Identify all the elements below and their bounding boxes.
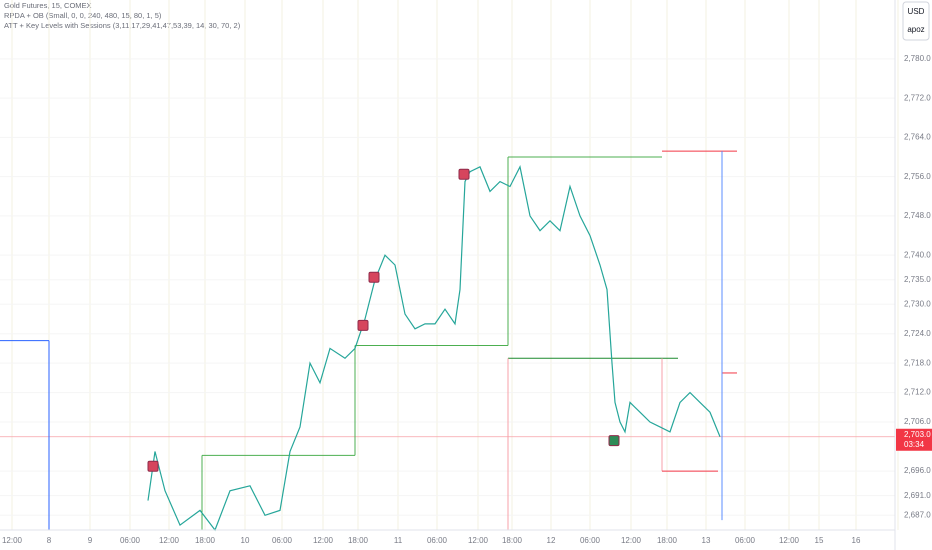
x-tick-label: 15 xyxy=(815,536,824,545)
x-tick-label: 12 xyxy=(547,536,556,545)
y-tick-label: 2,712.0 xyxy=(904,388,931,397)
indicator-label: RPDA + OB (Small, 0, 0, 240, 480, 15, 80… xyxy=(4,11,162,20)
x-tick-label: 13 xyxy=(702,536,711,545)
y-tick-label: 2,780.0 xyxy=(904,54,931,63)
x-tick-label: 06:00 xyxy=(735,536,756,545)
y-tick-label: 2,764.0 xyxy=(904,133,931,142)
signal-marker xyxy=(147,460,159,472)
x-tick-label: 06:00 xyxy=(580,536,601,545)
x-tick-label: 16 xyxy=(852,536,861,545)
signal-marker xyxy=(357,319,369,331)
x-tick-label: 12:00 xyxy=(779,536,800,545)
y-tick-label: 2,687.0 xyxy=(904,510,931,519)
currency[interactable]: USD xyxy=(908,7,925,16)
x-tick-label: 9 xyxy=(88,536,93,545)
x-tick-label: 06:00 xyxy=(272,536,293,545)
last-price-badge xyxy=(896,428,932,451)
price-line xyxy=(147,165,721,532)
x-tick-label: 12:00 xyxy=(2,536,23,545)
y-tick-label: 2,730.0 xyxy=(904,299,931,308)
signal-marker xyxy=(458,168,470,180)
y-tick-label: 2,735.0 xyxy=(904,275,931,284)
x-tick-label: 18:00 xyxy=(502,536,523,545)
y-tick-label: 2,724.0 xyxy=(904,329,931,338)
y-tick-label: 2,696.0 xyxy=(904,466,931,475)
x-tick-label: 18:00 xyxy=(348,536,369,545)
x-tick-label: 18:00 xyxy=(195,536,216,545)
countdown: 03:34 xyxy=(904,440,925,449)
indicator-label: ATT + Key Levels with Sessions (3,11,17,… xyxy=(4,21,241,30)
y-tick-label: 2,706.0 xyxy=(904,417,931,426)
y-tick-label: 2,772.0 xyxy=(904,93,931,102)
y-tick-label: 2,756.0 xyxy=(904,172,931,181)
x-tick-label: 18:00 xyxy=(657,536,678,545)
x-tick-label: 8 xyxy=(47,536,52,545)
x-tick-label: 12:00 xyxy=(159,536,180,545)
y-tick-label: 2,718.0 xyxy=(904,358,931,367)
y-tick-label: 2,691.0 xyxy=(904,491,931,500)
x-tick-label: 06:00 xyxy=(427,536,448,545)
y-tick-label: 2,740.0 xyxy=(904,250,931,259)
x-tick-label: 10 xyxy=(241,536,250,545)
signal-marker xyxy=(368,271,380,283)
y-tick-label: 2,748.0 xyxy=(904,211,931,220)
user[interactable]: apoz xyxy=(907,25,924,34)
currency-box[interactable] xyxy=(902,1,930,41)
signal-marker xyxy=(608,435,620,447)
x-tick-label: 12:00 xyxy=(621,536,642,545)
x-tick-label: 06:00 xyxy=(120,536,141,545)
x-tick-label: 12:00 xyxy=(313,536,334,545)
x-tick-label: 11 xyxy=(394,536,403,545)
x-tick-label: 12:00 xyxy=(468,536,489,545)
last-price-label: 2,703.0 xyxy=(904,430,931,439)
chart-title: Gold Futures, 15, COMEX xyxy=(4,1,92,10)
